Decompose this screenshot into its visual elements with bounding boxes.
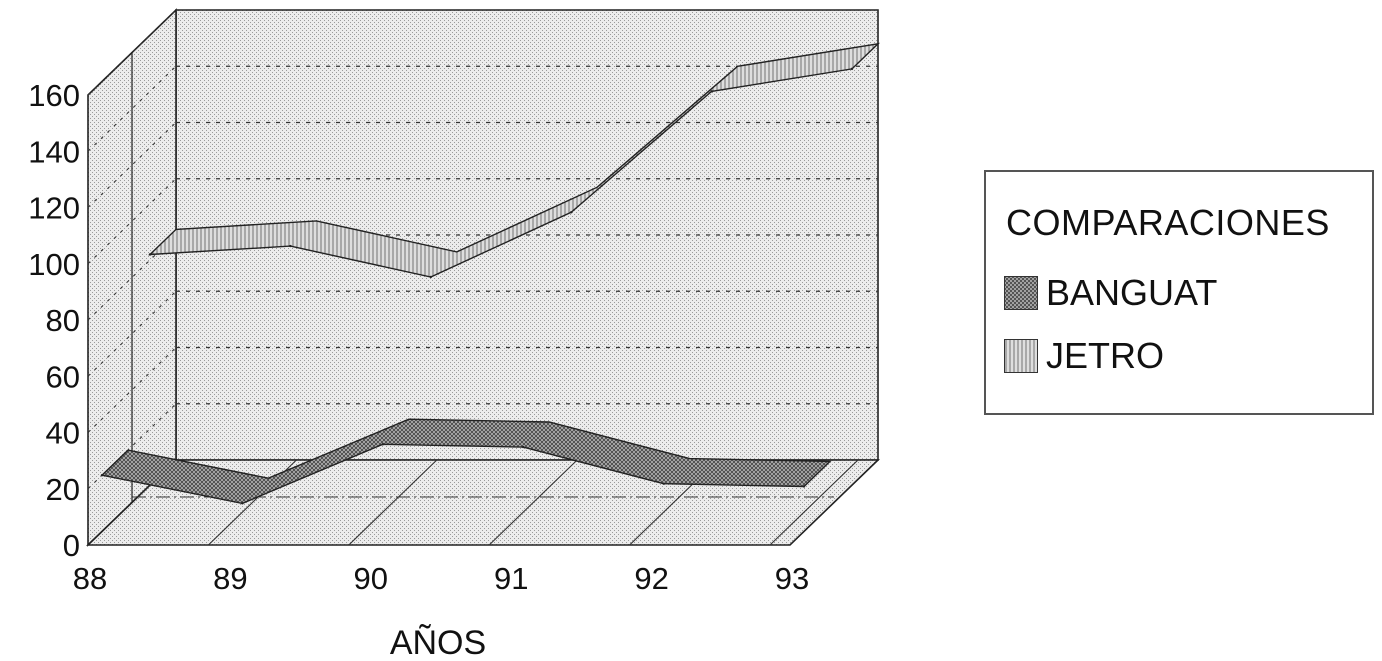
floor-line	[769, 459, 859, 546]
y-tick-label: 140	[28, 134, 80, 169]
data-point-jetro	[710, 90, 713, 93]
legend-swatch-jetro	[1004, 339, 1038, 373]
x-tick-label: 92	[634, 561, 668, 596]
x-tick-label: 93	[775, 561, 809, 596]
data-point-banguat	[802, 485, 806, 488]
x-tick-label: 90	[354, 561, 388, 596]
data-point-banguat	[381, 443, 384, 446]
legend-title: COMPARACIONES	[1006, 202, 1330, 243]
gridlines	[87, 9, 878, 490]
legend: COMPARACIONES BANGUAT JETRO	[984, 170, 1374, 415]
data-point-jetro	[570, 211, 573, 214]
series-layer	[100, 42, 881, 505]
side-gridline	[87, 290, 177, 377]
legend-swatch-banguat	[1004, 276, 1038, 310]
data-point-banguat	[241, 502, 244, 505]
side-gridline	[87, 65, 177, 152]
legend-item-jetro: JETRO	[1004, 335, 1164, 377]
legend-label-jetro: JETRO	[1046, 335, 1165, 376]
y-tick-label: 40	[46, 416, 80, 451]
x-axis-ticks: 88 89 90 91 92 93	[73, 561, 809, 596]
y-tick-label: 20	[46, 472, 80, 507]
side-gridline	[87, 122, 177, 208]
floor-line	[488, 459, 578, 546]
legend-label-banguat: BANGUAT	[1046, 272, 1218, 313]
legend-item-banguat: BANGUAT	[1004, 272, 1217, 314]
data-point-jetro	[148, 253, 152, 256]
side-gridline	[87, 178, 177, 265]
data-point-banguat	[662, 482, 665, 485]
data-point-banguat	[522, 445, 525, 449]
x-tick-label: 91	[494, 561, 528, 596]
data-point-jetro	[289, 244, 292, 248]
y-tick-label: 160	[28, 78, 80, 113]
floor-category-lines	[132, 459, 859, 546]
chart-area: 0 20 40 60 80 100 120 140 160 88 89 90 91 92 93 AÑOS	[28, 8, 881, 661]
x-axis-title: AÑOS	[390, 624, 486, 661]
data-point-jetro	[850, 67, 854, 71]
y-axis-ticks: 0 20 40 60 80 100 120 140 160	[28, 78, 80, 563]
side-gridline	[87, 9, 177, 96]
y-tick-label: 60	[46, 359, 80, 394]
x-tick-label: 89	[213, 561, 247, 596]
y-tick-label: 100	[28, 247, 80, 282]
y-tick-label: 0	[63, 528, 80, 563]
data-point-banguat	[100, 474, 104, 477]
x-tick-label: 88	[73, 561, 107, 596]
data-point-jetro	[429, 275, 432, 279]
y-tick-label: 120	[28, 191, 80, 226]
y-tick-label: 80	[46, 303, 80, 338]
floor-line	[348, 459, 438, 546]
side-gridline	[87, 347, 177, 433]
